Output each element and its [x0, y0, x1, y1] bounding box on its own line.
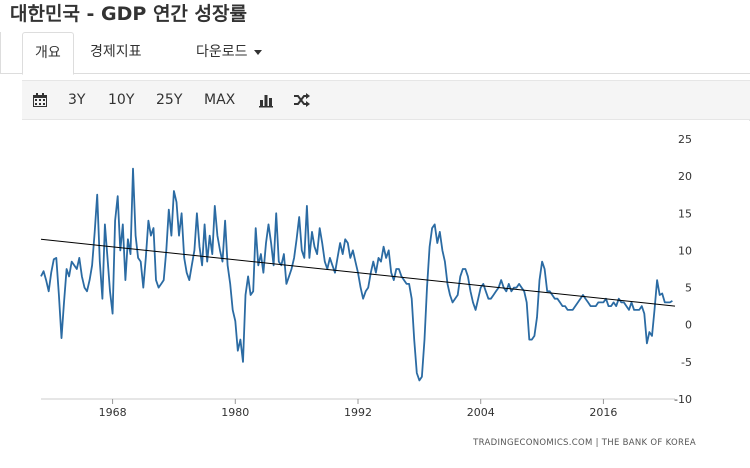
y-tick-label: 0	[685, 319, 692, 332]
caret-down-icon	[253, 49, 262, 55]
y-tick-label: 15	[678, 207, 692, 220]
x-tick-label: 2016	[589, 406, 617, 419]
gdp-growth-series-line	[40, 167, 673, 382]
gdp-growth-chart: 25 20 15 10 5 0 -5 -10 1968 1980 1992 2004 2016 TRADI…	[40, 133, 696, 448]
y-tick-label: -5	[681, 356, 692, 369]
x-tick-label: 1980	[221, 406, 249, 419]
x-tick-label: 1968	[99, 406, 127, 419]
tab-overview[interactable]: 개요	[22, 32, 74, 75]
x-tick-label: 2004	[467, 406, 495, 419]
shuffle-icon[interactable]	[293, 92, 311, 112]
y-tick-label: 10	[678, 244, 692, 257]
y-tick-label: 25	[678, 133, 692, 146]
range-25y-button[interactable]: 25Y	[156, 92, 183, 108]
tab-download-label: 다운로드	[196, 44, 248, 60]
range-3y-button[interactable]: 3Y	[68, 92, 86, 108]
tab-indicators[interactable]: 경제지표	[90, 44, 142, 60]
y-tick-label: -10	[674, 393, 692, 406]
y-tick-label: 20	[678, 170, 692, 183]
bar-chart-icon[interactable]	[258, 92, 274, 112]
source-label: TRADINGECONOMICS.COM | THE BANK OF KOREA	[472, 438, 696, 448]
calendar-icon[interactable]	[32, 92, 48, 112]
chart-toolbar: 3Y 10Y 25Y MAX	[22, 80, 750, 120]
range-10y-button[interactable]: 10Y	[108, 92, 135, 108]
tab-bar: 개요 경제지표 다운로드	[0, 32, 750, 75]
trend-line	[40, 238, 676, 307]
tab-bar-left-edge	[0, 32, 1, 74]
range-max-button[interactable]: MAX	[204, 92, 236, 108]
page-title: 대한민국 - GDP 연간 성장률	[10, 3, 247, 25]
y-tick-label: 5	[685, 282, 692, 295]
x-tick-label: 1992	[344, 406, 372, 419]
tab-download[interactable]: 다운로드	[196, 32, 262, 74]
chart-area: 25 20 15 10 5 0 -5 -10 1968 1980 1992 2004 2016 TRADI…	[22, 121, 750, 457]
